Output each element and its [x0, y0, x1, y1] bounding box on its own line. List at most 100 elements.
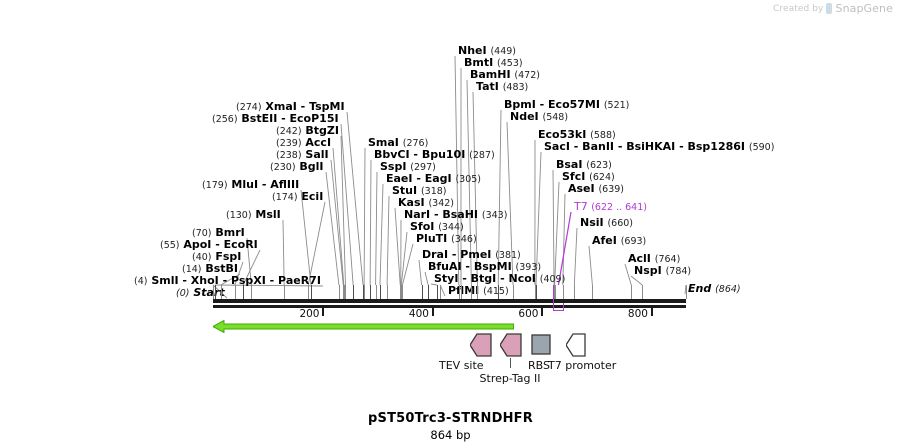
strep-tag-glyph[interactable] — [500, 333, 522, 357]
enzyme-label-acli[interactable]: AclI (764) — [628, 253, 680, 265]
cut-site-tick[interactable] — [554, 285, 556, 299]
tev-site-glyph[interactable] — [470, 333, 492, 357]
cut-site-tick[interactable] — [343, 285, 345, 299]
enzyme-label-t7[interactable]: T7 (622 .. 641) — [574, 201, 647, 213]
cut-site-tick[interactable] — [338, 285, 340, 299]
enzyme-label-eco53ki[interactable]: Eco53kI (588) — [538, 129, 616, 141]
orf-arrow-feature[interactable] — [213, 320, 514, 333]
enzyme-label-pflmi[interactable]: PflMI (415) — [448, 285, 509, 297]
enzyme-label-xmai[interactable]: (274) XmaI - TspMI — [236, 101, 345, 113]
cut-site-tick[interactable] — [308, 285, 310, 299]
cut-site-tick[interactable] — [220, 285, 222, 299]
enzyme-label-stui[interactable]: StuI (318) — [392, 185, 447, 197]
cut-site-tick[interactable] — [363, 285, 364, 299]
enzyme-label-bbvci[interactable]: BbvCI - Bpu10I (287) — [374, 149, 495, 161]
cut-site-tick[interactable] — [534, 285, 536, 299]
enzyme-label-saci[interactable]: SacI - BanII - BsiHKAI - Bsp1286I (590) — [544, 141, 774, 153]
enzyme-label-kasi[interactable]: KasI (342) — [398, 197, 454, 209]
cut-site-tick[interactable] — [310, 285, 312, 299]
enzyme-label-bmti[interactable]: BmtI (453) — [464, 57, 523, 69]
cut-site-tick[interactable] — [498, 285, 500, 299]
cut-site-tick[interactable] — [460, 285, 462, 299]
cut-site-tick[interactable] — [400, 285, 402, 299]
enzyme-label-tati[interactable]: TatI (483) — [476, 81, 528, 93]
enzyme-label-eaei[interactable]: EaeI - EagI (305) — [386, 173, 481, 185]
enzyme-position: (305) — [455, 174, 482, 185]
enzyme-label-bstbi[interactable]: (14) BstBI — [182, 263, 238, 275]
cut-site-tick[interactable] — [421, 285, 423, 299]
enzyme-label-drai[interactable]: DraI - PmeI (381) — [422, 249, 521, 261]
cut-site-tick[interactable] — [592, 285, 594, 299]
enzyme-label-apoi[interactable]: (55) ApoI - EcoRI — [160, 239, 258, 251]
enzyme-label-end[interactable]: End (864) — [688, 283, 741, 295]
enzyme-label-start[interactable]: (0) Start — [176, 287, 225, 299]
enzyme-position: (784) — [665, 266, 692, 277]
cut-site-tick[interactable] — [562, 285, 564, 299]
enzyme-label-bpmi[interactable]: BpmI - Eco57MI (521) — [504, 99, 629, 111]
enzyme-label-styi[interactable]: StyI - BtgI - NcoI (409) — [434, 273, 565, 285]
enzyme-label-smai[interactable]: SmaI (276) — [368, 137, 428, 149]
leader-line-sfoi — [400, 231, 408, 286]
cut-site-tick[interactable] — [402, 285, 404, 299]
t7-promoter-glyph[interactable] — [566, 333, 586, 357]
cut-site-tick[interactable] — [436, 285, 438, 299]
cut-site-tick[interactable] — [213, 285, 214, 299]
enzyme-label-fspi[interactable]: (40) FspI — [192, 251, 241, 263]
enzyme-label-bsai[interactable]: BsaI (623) — [556, 159, 612, 171]
enzyme-label-asei[interactable]: AseI (639) — [568, 183, 624, 195]
enzyme-label-bgli[interactable]: (230) BglI — [270, 161, 324, 173]
enzyme-label-pluti[interactable]: PluTI (346) — [416, 233, 477, 245]
cut-site-tick[interactable] — [686, 285, 687, 299]
cut-site-tick[interactable] — [379, 285, 381, 299]
enzyme-name: KasI — [398, 196, 425, 209]
cut-site-tick[interactable] — [554, 285, 556, 299]
cut-site-tick[interactable] — [243, 285, 245, 299]
cut-site-tick[interactable] — [428, 285, 430, 299]
rbs-glyph[interactable] — [531, 334, 551, 355]
enzyme-label-bmri[interactable]: (70) BmrI — [192, 227, 245, 239]
cut-site-tick[interactable] — [400, 285, 402, 299]
cut-site-tick[interactable] — [477, 285, 479, 299]
cut-site-tick[interactable] — [343, 285, 345, 299]
enzyme-label-sspi[interactable]: SspI (297) — [380, 161, 436, 173]
cut-site-tick[interactable] — [364, 285, 366, 299]
cut-site-tick[interactable] — [440, 285, 442, 299]
cut-site-tick[interactable] — [387, 285, 389, 299]
cut-site-tick[interactable] — [401, 285, 403, 299]
enzyme-label-msli[interactable]: (130) MslI — [226, 209, 281, 221]
enzyme-position: (393) — [515, 262, 542, 273]
enzyme-label-nhei[interactable]: NheI (449) — [458, 45, 516, 57]
enzyme-label-afei[interactable]: AfeI (693) — [592, 235, 646, 247]
enzyme-label-bsteii[interactable]: (256) BstEII - EcoP15I — [212, 113, 339, 125]
enzyme-label-ecii[interactable]: (174) EciI — [272, 191, 323, 203]
enzyme-label-acci[interactable]: (239) AccI — [276, 137, 331, 149]
enzyme-position: (622 .. 641) — [591, 202, 647, 213]
cut-site-tick[interactable] — [215, 285, 217, 299]
enzyme-label-nsii[interactable]: NsiI (660) — [580, 217, 633, 229]
enzyme-label-nspi[interactable]: NspI (784) — [634, 265, 691, 277]
enzyme-label-bamhi[interactable]: BamHI (472) — [470, 69, 540, 81]
enzyme-label-ndei[interactable]: NdeI (548) — [510, 111, 568, 123]
enzyme-label-bfuai[interactable]: BfuAI - BspMI (393) — [428, 261, 541, 273]
cut-site-tick[interactable] — [353, 285, 355, 299]
enzyme-label-btgzi[interactable]: (242) BtgZI — [276, 125, 339, 137]
cut-site-tick[interactable] — [642, 285, 644, 299]
cut-site-tick[interactable] — [234, 285, 236, 299]
cut-site-tick[interactable] — [251, 285, 253, 299]
enzyme-label-nari[interactable]: NarI - BsaHI (343) — [404, 209, 507, 221]
enzyme-label-sfci[interactable]: SfcI (624) — [562, 171, 615, 183]
cut-site-tick[interactable] — [574, 285, 576, 299]
cut-site-tick[interactable] — [458, 285, 460, 299]
cut-site-tick[interactable] — [370, 285, 372, 299]
enzyme-label-sfoi[interactable]: SfoI (344) — [410, 221, 464, 233]
cut-site-tick[interactable] — [345, 285, 347, 299]
cut-site-tick[interactable] — [631, 285, 633, 299]
cut-site-tick[interactable] — [375, 285, 377, 299]
cut-site-tick[interactable] — [535, 285, 537, 299]
enzyme-label-sali[interactable]: (238) SalI — [276, 149, 329, 161]
cut-site-tick[interactable] — [471, 285, 473, 299]
cut-site-tick[interactable] — [513, 285, 514, 299]
enzyme-label-mlui[interactable]: (179) MluI - AflIII — [202, 179, 299, 191]
cut-site-tick[interactable] — [284, 285, 286, 299]
enzyme-label-smli[interactable]: (4) SmlI - XhoI - PspXI - PaeR7I — [134, 275, 321, 287]
